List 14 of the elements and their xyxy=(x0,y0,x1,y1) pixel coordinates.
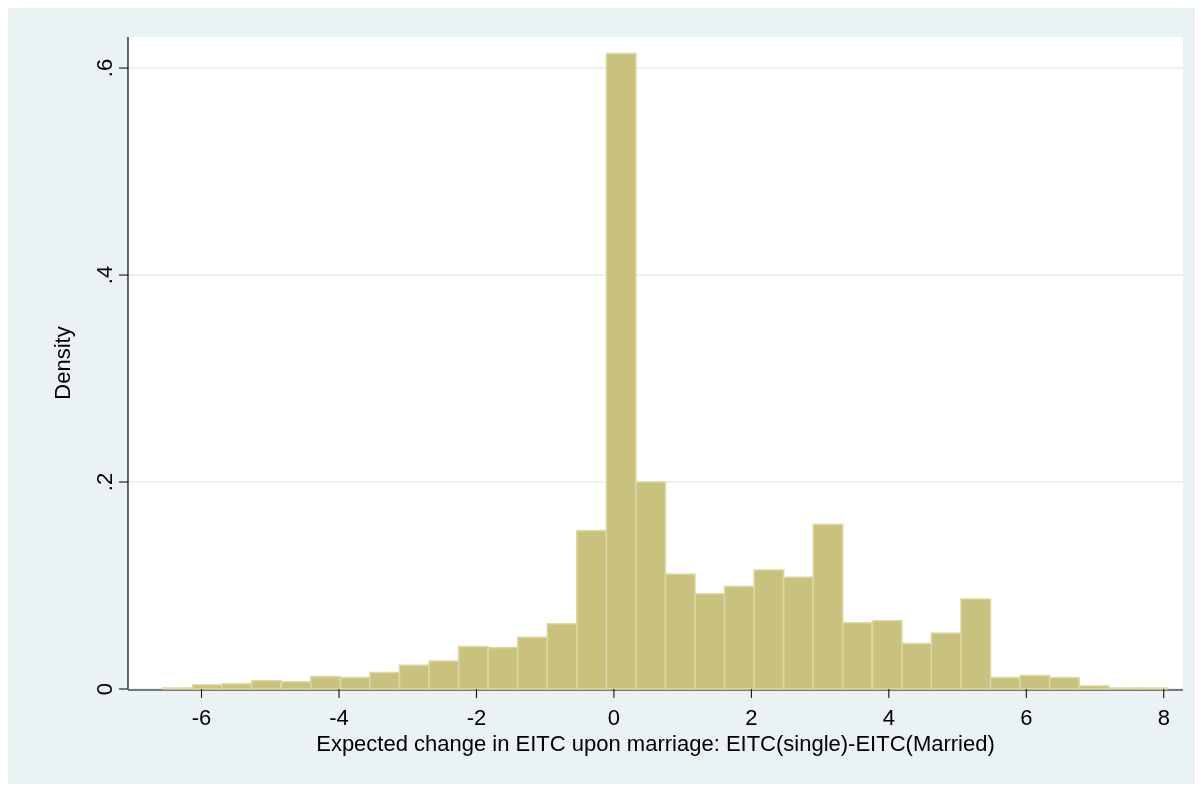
y-tick-label: .6 xyxy=(92,58,117,78)
x-tick-label: 2 xyxy=(745,705,758,730)
x-tick-label: -2 xyxy=(466,705,487,730)
y-tick-label: .4 xyxy=(92,265,117,285)
x-tick-label: -4 xyxy=(329,705,349,730)
x-tick-label: 6 xyxy=(1020,705,1033,730)
x-tick-label: 8 xyxy=(1157,705,1170,730)
x-tick-label: 0 xyxy=(607,705,621,730)
y-tick-label: 0 xyxy=(92,682,117,696)
x-axis-title: Expected change in EITC upon marriage: EITC(single)-EITC(Married) xyxy=(316,731,995,756)
y-axis-title: Density xyxy=(50,326,75,400)
x-tick-label: 4 xyxy=(882,705,895,730)
x-tick-label: -6 xyxy=(191,705,212,730)
y-tick-label: .2 xyxy=(92,472,117,492)
